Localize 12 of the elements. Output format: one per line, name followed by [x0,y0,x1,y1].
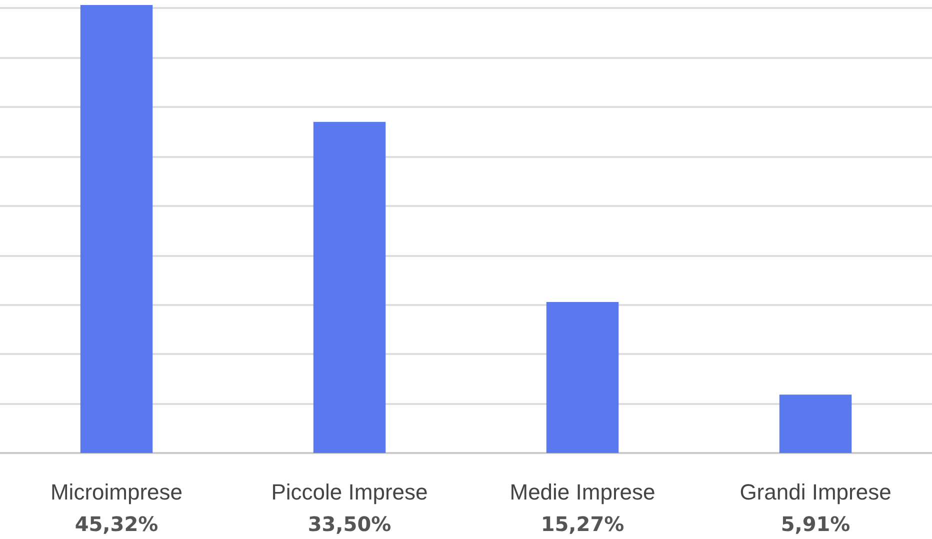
bar [779,394,852,453]
bar [546,302,619,453]
x-tick-label: Medie Imprese [510,480,656,504]
x-tick-label: Piccole Imprese [271,480,428,504]
data-label: 5,91% [780,512,850,536]
x-tick-label: Microimprese [50,480,183,504]
data-label: 45,32% [74,512,158,536]
bar [80,5,153,453]
x-tick-label: Grandi Imprese [740,480,892,504]
data-label: 33,50% [308,512,392,536]
data-label: 15,27% [540,512,624,536]
bar [313,122,386,453]
